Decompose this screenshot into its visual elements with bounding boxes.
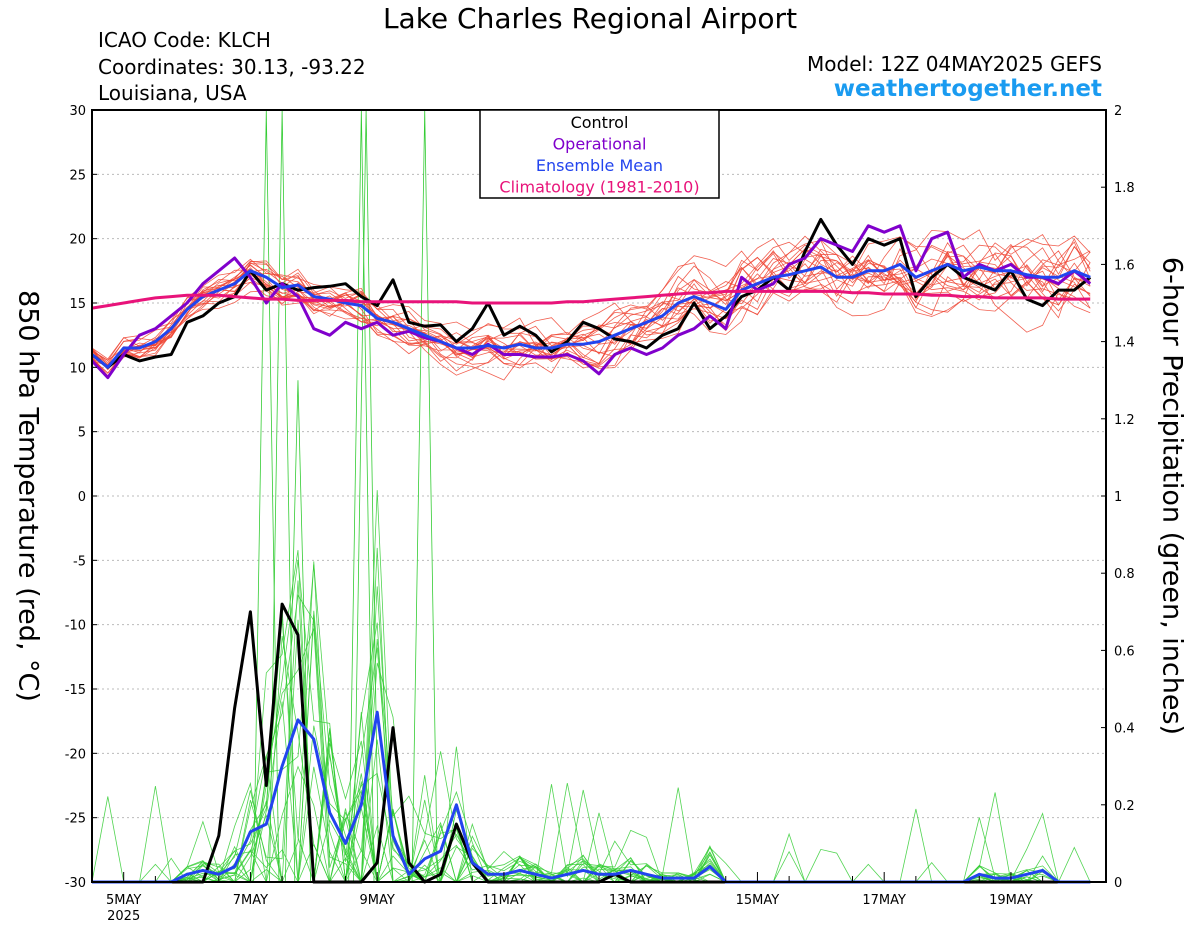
y-left-tick-label: -15 — [65, 683, 86, 698]
x-tick-label: 7MAY — [233, 893, 268, 908]
x-tick-label: 17MAY — [862, 893, 906, 908]
temp-member-line — [91, 236, 1091, 374]
legend-box — [479, 109, 720, 199]
y-left-tick-label: -30 — [65, 876, 86, 891]
location: Louisiana, USA — [98, 81, 247, 105]
y-left-tick-label: -25 — [65, 812, 86, 827]
precip-member-line — [92, 622, 1091, 884]
precip-member-line — [92, 547, 1091, 883]
y-left-tick-label: -20 — [65, 747, 86, 762]
x-tick-label: 19MAY — [989, 893, 1033, 908]
y-left-tick-label: 30 — [69, 104, 86, 119]
precip-member-line — [92, 608, 1091, 883]
y-right-tick-label: 0 — [1114, 876, 1122, 891]
axes: 302520151050-5-10-15-20-25-3021.81.61.41… — [65, 104, 1135, 924]
y-left-tick-label: 5 — [78, 426, 86, 441]
y-left-tick-label: -10 — [65, 619, 86, 634]
x-tick-label: 5MAY — [106, 893, 141, 908]
y-right-tick-label: 0.2 — [1114, 799, 1135, 814]
precip-line-control — [92, 602, 1091, 884]
x-tick-label: 13MAY — [609, 893, 653, 908]
temp-line-climatology-1981-2010- — [91, 289, 1091, 310]
precip-ensemble-members — [91, 109, 1091, 884]
precip-member-line — [92, 729, 1091, 884]
precip-member-spike — [284, 380, 312, 883]
x-tick-label: 9MAY — [360, 893, 395, 908]
x-tick-label: 11MAY — [482, 893, 526, 908]
temp-line-operational — [90, 224, 1092, 380]
y-right-tick-label: 2 — [1114, 104, 1122, 119]
temp-ensemble-members — [91, 229, 1091, 381]
y-right-tick-label: 0.6 — [1114, 644, 1135, 659]
y-right-tick-label: 1 — [1114, 490, 1122, 505]
precip-member-line — [92, 580, 1091, 883]
precip-member-line — [92, 561, 1091, 884]
legend-item: Operational — [553, 135, 647, 154]
website-link[interactable]: weathertogether.net — [833, 76, 1102, 102]
precip-member-line — [92, 490, 1091, 884]
legend-item: Control — [571, 113, 629, 132]
x-tick-sublabel: 2025 — [107, 909, 140, 924]
temp-line-control — [91, 217, 1092, 369]
x-tick-label: 15MAY — [736, 893, 780, 908]
temp-member-line — [91, 253, 1091, 372]
y-right-tick-label: 1.6 — [1114, 258, 1135, 273]
temp-member-line — [91, 254, 1091, 371]
model-run: Model: 12Z 04MAY2025 GEFS — [807, 52, 1102, 76]
y-right-tick-label: 0.8 — [1114, 567, 1135, 582]
temp-member-line — [91, 244, 1091, 364]
y-left-tick-label: 15 — [69, 297, 86, 312]
y-right-tick-label: 0.4 — [1114, 722, 1135, 737]
precip-member-line — [92, 550, 1091, 883]
y-left-tick-label: 20 — [69, 233, 86, 248]
precip-member-line — [92, 594, 1091, 883]
chart-title: Lake Charles Regional Airport — [382, 2, 798, 35]
y-left-tick-label: 10 — [69, 361, 86, 376]
precip-member-line — [91, 564, 1091, 883]
coordinates: Coordinates: 30.13, -93.22 — [98, 55, 366, 79]
precip-member-line — [92, 615, 1091, 883]
y-left-tick-label: 0 — [78, 490, 86, 505]
y-right-tick-label: 1.8 — [1114, 181, 1135, 196]
temp-member-line — [91, 229, 1091, 368]
y-right-tick-label: 1.4 — [1114, 336, 1135, 351]
y-left-tick-label: -5 — [73, 554, 86, 569]
legend: Control Operational Ensemble Mean Climatolo… — [479, 109, 720, 199]
precip-member-line — [92, 586, 1091, 884]
precip-member-line — [92, 559, 1091, 884]
y-right-tick-label: 1.2 — [1114, 413, 1135, 428]
icao-code: ICAO Code: KLCH — [98, 28, 271, 52]
temp-line-ensemble-mean — [91, 262, 1091, 369]
temp-member-line — [91, 233, 1091, 381]
legend-item: Climatology (1981-2010) — [499, 178, 699, 197]
legend-item: Ensemble Mean — [536, 156, 663, 175]
main-series-lines — [90, 217, 1092, 884]
precip-member-line — [92, 740, 1091, 884]
y-left-tick-label: 25 — [69, 168, 86, 183]
